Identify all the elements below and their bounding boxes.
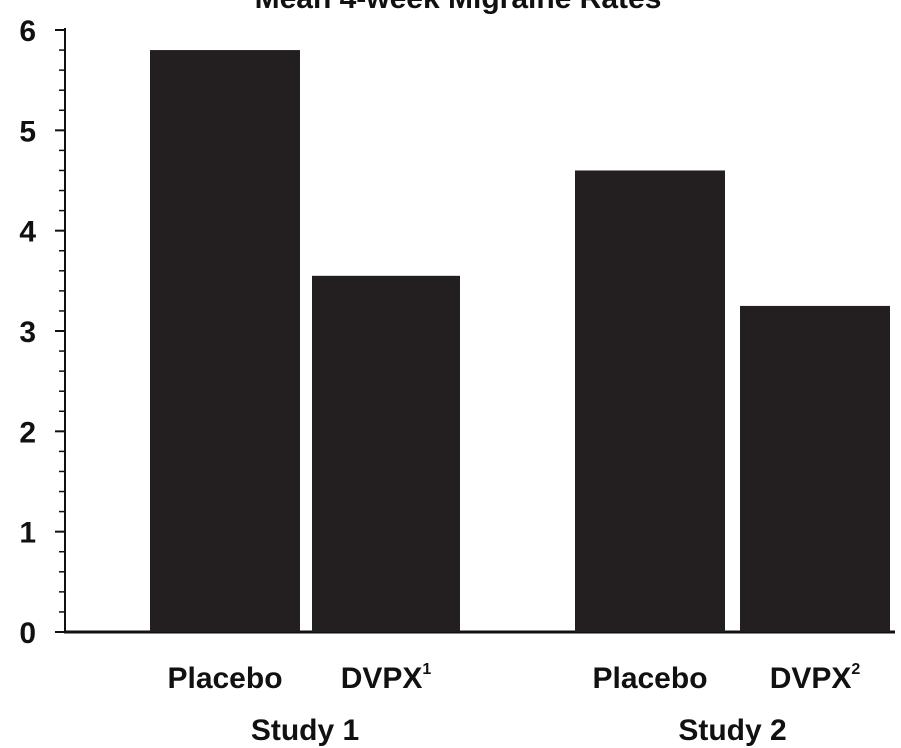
category-label: DVPX1 [341, 661, 432, 695]
category-label: DVPX2 [770, 661, 861, 695]
bars [150, 50, 890, 633]
bar-placebo-1 [150, 50, 300, 633]
chart-title: Mean 4-week Migraine Rates [255, 0, 662, 15]
y-tick-label: 0 [19, 617, 36, 650]
y-tick-label: 6 [19, 15, 36, 48]
y-tick-label: 2 [19, 416, 36, 449]
y-tick-label: 5 [19, 115, 36, 148]
bar-placebo-2 [575, 170, 725, 632]
category-label: Placebo [167, 662, 282, 695]
y-tick-label: 1 [19, 517, 36, 550]
y-tick-label: 3 [19, 316, 36, 349]
bar-dvpx-1 [312, 275, 460, 632]
group-label: Study 2 [678, 714, 786, 747]
group-label: Study 1 [251, 714, 359, 747]
bar-dvpx-2 [740, 305, 890, 632]
x-axis-labels: Placebo DVPX1 Study 1 Placebo DVPX2 Study 2 [167, 661, 860, 747]
y-tick-label: 4 [19, 216, 36, 249]
category-label: Placebo [592, 662, 707, 695]
